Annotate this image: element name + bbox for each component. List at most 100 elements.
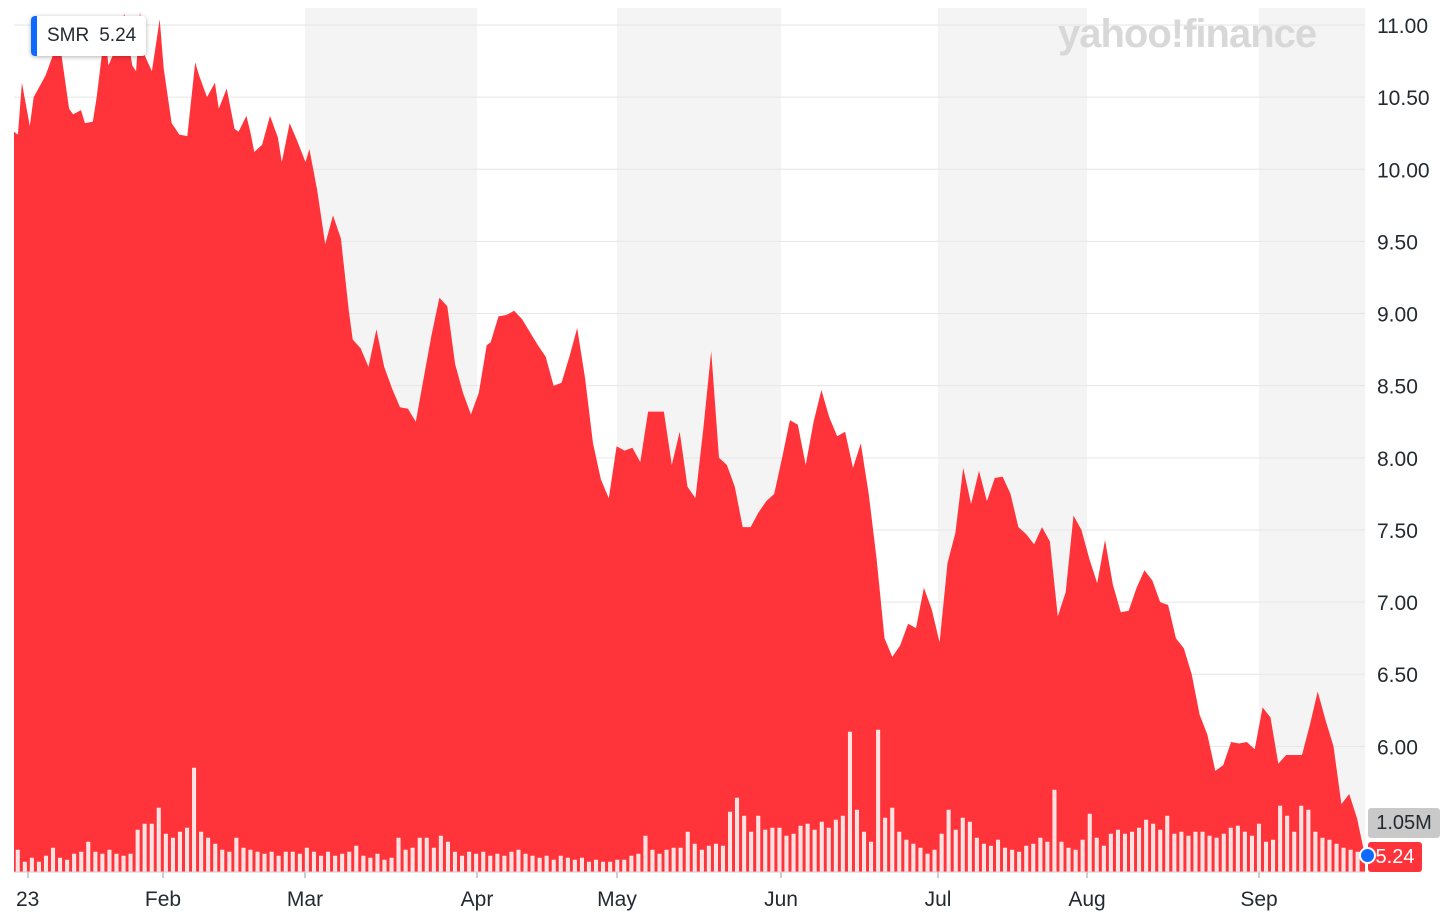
volume-bar xyxy=(241,847,246,873)
x-tick-label: Sep xyxy=(1240,888,1277,911)
volume-bar xyxy=(876,729,881,873)
volume-bar xyxy=(1306,809,1311,873)
volume-bar xyxy=(43,855,48,873)
volume-bar xyxy=(523,853,528,873)
y-tick-label: 7.50 xyxy=(1377,520,1418,543)
volume-bar xyxy=(424,837,429,873)
y-tick-label: 10.00 xyxy=(1377,159,1430,182)
volume-bar xyxy=(304,847,309,873)
volume-bar xyxy=(594,859,599,873)
volume-bar xyxy=(1207,835,1212,873)
volume-bar xyxy=(361,855,366,873)
volume-bar xyxy=(904,839,909,873)
volume-bar xyxy=(911,843,916,873)
volume-bar xyxy=(1172,833,1177,873)
volume-bar xyxy=(643,835,648,873)
volume-bar xyxy=(51,847,56,873)
y-tick-label: 8.50 xyxy=(1377,376,1418,399)
volume-bar xyxy=(996,839,1001,873)
volume-bar xyxy=(220,849,225,873)
volume-bar xyxy=(777,827,782,873)
volume-bar xyxy=(502,855,507,873)
volume-bar xyxy=(100,853,105,873)
volume-bar xyxy=(1249,835,1254,873)
volume-bar xyxy=(1299,805,1304,873)
volume-bar xyxy=(1242,831,1247,873)
volume-bar xyxy=(311,851,316,873)
y-tick-label: 6.50 xyxy=(1377,664,1418,687)
volume-bar xyxy=(988,845,993,873)
volume-bar xyxy=(1010,849,1015,873)
x-tick-label: Mar xyxy=(287,888,323,911)
volume-bar xyxy=(728,811,733,873)
volume-bar xyxy=(516,849,521,873)
volume-bar xyxy=(1341,847,1346,873)
volume-bar xyxy=(1327,839,1332,873)
volume-bar xyxy=(1137,827,1142,873)
volume-bar xyxy=(1264,841,1269,873)
volume-bar xyxy=(1130,831,1135,873)
volume-bar xyxy=(248,849,253,873)
volume-bar xyxy=(1285,815,1290,873)
volume-bar xyxy=(657,853,662,873)
volume-bar xyxy=(375,853,380,873)
volume-bar xyxy=(213,843,218,873)
last-price-dot[interactable] xyxy=(1359,847,1376,864)
volume-bar xyxy=(636,853,641,873)
volume-bar xyxy=(826,827,831,873)
volume-bar xyxy=(72,853,77,873)
x-tick-label: Feb xyxy=(145,888,181,911)
volume-bar xyxy=(333,855,338,873)
volume-bar xyxy=(932,849,937,873)
y-tick-label: 9.00 xyxy=(1377,304,1418,327)
volume-bar xyxy=(93,851,98,873)
volume-bar xyxy=(431,847,436,873)
volume-bar xyxy=(121,855,126,873)
volume-bar xyxy=(389,857,394,873)
volume-bar xyxy=(833,819,838,873)
volume-bar xyxy=(572,859,577,873)
volume-bar xyxy=(1320,837,1325,873)
volume-bar xyxy=(685,831,690,873)
volume-bar xyxy=(192,767,197,873)
volume-bar xyxy=(1045,841,1050,873)
x-tick-label: May xyxy=(597,888,637,911)
volume-bar xyxy=(79,851,84,873)
volume-bar xyxy=(410,847,415,873)
volume-bar xyxy=(798,825,803,873)
volume-bar xyxy=(1059,841,1064,873)
volume-bar xyxy=(763,829,768,873)
tooltip-accent-bar xyxy=(31,16,37,56)
volume-bar xyxy=(650,849,655,873)
volume-bar xyxy=(396,837,401,873)
volume-bar xyxy=(262,853,267,873)
volume-bar xyxy=(692,843,697,873)
y-tick-label: 8.00 xyxy=(1377,448,1418,471)
volume-bar xyxy=(283,851,288,873)
volume-bar xyxy=(699,849,704,873)
volume-bar xyxy=(805,823,810,873)
volume-bar xyxy=(671,847,676,873)
volume-bar xyxy=(897,831,902,873)
volume-bar xyxy=(960,817,965,873)
volume-bar xyxy=(819,821,824,873)
tooltip-price: 5.24 xyxy=(99,25,137,46)
volume-bar xyxy=(1073,849,1078,873)
volume-badge: 1.05M xyxy=(1368,808,1440,838)
volume-bar xyxy=(854,809,859,873)
y-tick-label: 10.50 xyxy=(1377,87,1430,110)
volume-bar xyxy=(347,851,352,873)
volume-bar xyxy=(255,851,260,873)
volume-bar xyxy=(918,847,923,873)
volume-bar xyxy=(1108,833,1113,873)
volume-bar xyxy=(1292,831,1297,873)
volume-bar xyxy=(438,835,443,873)
volume-bar xyxy=(791,833,796,873)
volume-bar xyxy=(622,859,627,873)
volume-bar xyxy=(234,837,239,873)
volume-bar xyxy=(1278,805,1283,873)
volume-bar xyxy=(1228,827,1233,873)
volume-bar xyxy=(720,845,725,873)
volume-bar xyxy=(812,829,817,873)
volume-bar xyxy=(149,823,154,873)
